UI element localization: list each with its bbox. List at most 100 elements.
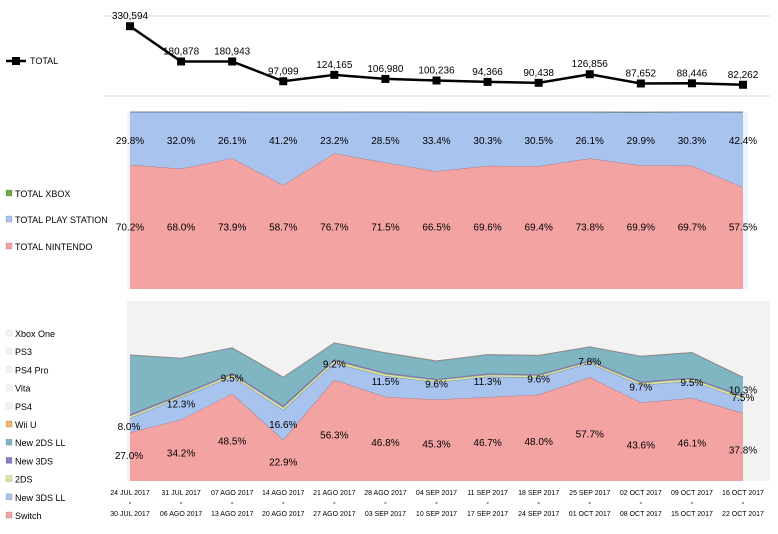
total-label: 90,438 bbox=[523, 68, 554, 79]
share-label-total-nintendo: 76.7% bbox=[320, 223, 348, 234]
hw-label-switch: 43.6% bbox=[627, 441, 655, 452]
x-tick-to: 15 OCT 2017 bbox=[671, 511, 713, 518]
hw-label-new-2ds-ll: 10.3% bbox=[729, 386, 757, 397]
legend-swatch-vita bbox=[5, 384, 13, 391]
legend-label-total-nintendo: TOTAL NINTENDO bbox=[15, 242, 92, 252]
legend-label-new-2ds-ll: New 2DS LL bbox=[15, 438, 66, 448]
total-label: 124,165 bbox=[316, 60, 353, 71]
legend-top: TOTAL bbox=[6, 56, 58, 66]
area-new-3ds-ll bbox=[130, 363, 743, 440]
area-ps3 bbox=[130, 301, 743, 303]
legend-middle: TOTAL XBOX TOTAL PLAY STATION TOTAL NINTEN… bbox=[5, 189, 108, 252]
share-label-total-nintendo: 70.2% bbox=[116, 223, 144, 234]
x-tick-from: 16 OCT 2017 bbox=[722, 490, 764, 497]
share-label-total-play-station: 41.2% bbox=[269, 136, 297, 147]
x-tick-from: 02 OCT 2017 bbox=[620, 490, 662, 497]
share-label-total-play-station: 28.5% bbox=[371, 136, 399, 147]
legend-label-wii-u: Wii U bbox=[15, 420, 37, 430]
legend-swatch-total-play-station bbox=[5, 215, 13, 223]
x-tick-from: 11 SEP 2017 bbox=[467, 490, 508, 497]
total-label: 82,262 bbox=[728, 70, 759, 81]
legend-swatch-wii-u bbox=[5, 420, 13, 428]
total-marker bbox=[585, 70, 594, 79]
hw-label-new-3ds-ll: 9.6% bbox=[527, 375, 550, 386]
x-tick-from: 07 AGO 2017 bbox=[211, 490, 254, 497]
x-axis-labels: 24 JUL 2017 30 JUL 2017 31 JUL 2017 06 AGO … bbox=[110, 490, 764, 518]
total-marker bbox=[534, 78, 543, 87]
hw-label-new-3ds-ll: 16.6% bbox=[269, 420, 297, 431]
area-new-2ds-ll bbox=[130, 342, 743, 415]
x-tick-from: 04 SEP 2017 bbox=[416, 490, 457, 497]
share-label-total-play-station: 32.0% bbox=[167, 136, 195, 147]
legend-bottom: Xbox One PS3 PS4 Pro Vita PS4 Wii U New 2DS LL… bbox=[5, 329, 66, 521]
hw-label-new-3ds-ll: 7.8% bbox=[578, 357, 601, 368]
hw-label-switch: 37.8% bbox=[729, 445, 757, 456]
total-label: 94,366 bbox=[472, 67, 503, 78]
x-tick-from: 14 AGO 2017 bbox=[262, 490, 305, 497]
area-ps4 bbox=[130, 310, 743, 377]
total-marker bbox=[228, 57, 237, 66]
share-label-total-play-station: 33.4% bbox=[422, 136, 450, 147]
share-label-total-nintendo: 66.5% bbox=[422, 223, 450, 234]
hw-label-switch: 45.3% bbox=[422, 439, 450, 450]
share-label-total-play-station: 23.2% bbox=[320, 136, 348, 147]
hw-label-switch: 34.2% bbox=[167, 448, 195, 459]
total-marker bbox=[177, 57, 186, 66]
legend-label-switch: Switch bbox=[15, 511, 42, 521]
legend-swatch-ps4-pro bbox=[5, 366, 13, 373]
total-label: 330,594 bbox=[112, 11, 149, 22]
legend-swatch-new-3ds-ll bbox=[5, 493, 13, 501]
share-label-total-play-station: 29.8% bbox=[116, 136, 144, 147]
x-tick-to: 22 OCT 2017 bbox=[722, 511, 764, 518]
total-label: 88,446 bbox=[677, 68, 708, 79]
total-label: 180,943 bbox=[214, 46, 251, 57]
legend-label-new-3ds: New 3DS bbox=[15, 456, 53, 466]
share-label-total-nintendo: 73.9% bbox=[218, 223, 246, 234]
hw-label-new-3ds-ll: 12.3% bbox=[167, 399, 195, 410]
total-marker bbox=[483, 77, 492, 86]
x-tick-to: 08 OCT 2017 bbox=[620, 511, 662, 518]
platform-share-area-chart: 70.2% 68.0% 73.9% 58.7% 76.7% 71.5% 66.5% 69.6%… bbox=[116, 111, 757, 289]
hw-label-new-3ds-ll: 9.7% bbox=[629, 383, 652, 394]
legend-swatch-new-2ds-ll bbox=[5, 438, 13, 446]
legend-label-ps4: PS4 bbox=[15, 402, 32, 412]
legend-swatch-xbox-one bbox=[5, 329, 13, 337]
hw-label-switch: 46.1% bbox=[678, 439, 706, 450]
hw-label-new-3ds-ll: 9.5% bbox=[681, 378, 704, 389]
total-label: 106,980 bbox=[367, 64, 404, 75]
total-marker bbox=[739, 80, 747, 89]
share-label-total-play-station: 29.9% bbox=[627, 136, 655, 147]
x-tick-to: 24 SEP 2017 bbox=[518, 511, 559, 518]
hw-label-new-3ds-ll: 11.5% bbox=[372, 377, 400, 388]
hw-label-switch: 48.0% bbox=[524, 437, 552, 448]
hw-label-new-3ds-ll: 9.2% bbox=[323, 360, 346, 371]
total-marker bbox=[126, 22, 134, 31]
legend-label-total-xbox: TOTAL XBOX bbox=[15, 189, 70, 199]
total-label: 87,652 bbox=[626, 68, 657, 79]
x-tick-from: 24 JUL 2017 bbox=[110, 490, 150, 497]
hw-label-new-3ds-ll: 9.6% bbox=[425, 379, 448, 390]
total-marker bbox=[432, 76, 441, 85]
area-2ds bbox=[130, 360, 743, 418]
area-switch bbox=[130, 377, 743, 481]
x-tick-to: 03 SEP 2017 bbox=[365, 511, 406, 518]
share-label-total-nintendo: 57.5% bbox=[729, 223, 757, 234]
legend-label-ps3: PS3 bbox=[15, 347, 32, 357]
total-marker bbox=[687, 79, 696, 88]
share-label-total-play-station: 26.1% bbox=[218, 136, 246, 147]
legend-label-vita: Vita bbox=[15, 384, 30, 394]
legend-swatch-total-xbox bbox=[5, 189, 13, 197]
legend-swatch-2ds bbox=[5, 475, 13, 482]
total-marker bbox=[636, 79, 645, 88]
legend-swatch-ps3 bbox=[5, 347, 13, 355]
total-label: 100,236 bbox=[418, 66, 455, 77]
share-label-total-play-station: 26.1% bbox=[576, 136, 604, 147]
legend-total-marker bbox=[12, 57, 20, 65]
legend-label-new-3ds-ll: New 3DS LL bbox=[15, 493, 66, 503]
hw-label-switch: 22.9% bbox=[269, 457, 297, 468]
x-tick-to: 20 AGO 2017 bbox=[262, 511, 305, 518]
share-label-total-nintendo: 69.4% bbox=[524, 223, 552, 234]
legend-label-xbox-one: Xbox One bbox=[15, 329, 55, 339]
total-marker bbox=[279, 77, 288, 86]
